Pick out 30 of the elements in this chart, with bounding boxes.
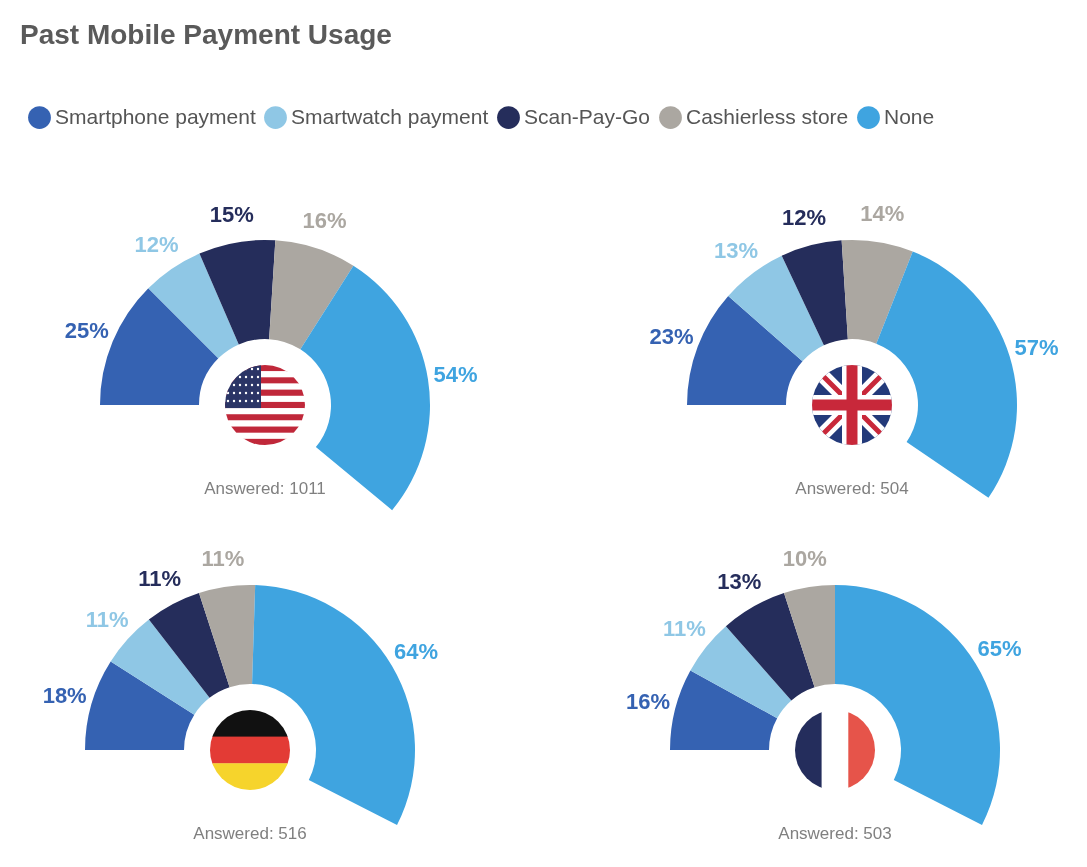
data-label: 12% — [781, 205, 827, 231]
data-label: 11% — [138, 566, 182, 592]
data-label: 10% — [782, 546, 827, 572]
chart-title: Past Mobile Payment Usage — [20, 19, 392, 50]
data-label: 16% — [626, 689, 671, 714]
data-label: 57% — [1014, 335, 1059, 361]
data-label: 11% — [662, 616, 706, 642]
data-label: 13% — [717, 569, 762, 595]
data-label: 15% — [209, 201, 254, 227]
data-label: 12% — [134, 232, 179, 258]
data-label: 65% — [977, 636, 1022, 662]
legend-label: Smartwatch payment — [291, 104, 489, 128]
data-label: 11% — [85, 607, 129, 633]
data-label: 14% — [860, 201, 905, 227]
data-label: 25% — [64, 318, 109, 344]
data-label: 64% — [394, 638, 439, 664]
legend-label: None — [884, 104, 935, 128]
legend-label: Scan-Pay-Go — [524, 104, 651, 128]
legend-label: Smartphone payment — [55, 104, 256, 128]
text: Answered: 516 — [193, 824, 307, 843]
data-label: 13% — [714, 237, 759, 263]
text: Answered: 503 — [778, 824, 892, 843]
data-label: 16% — [302, 208, 347, 234]
data-label: 11% — [201, 545, 245, 571]
data-label: 23% — [649, 323, 694, 349]
data-label: 54% — [433, 361, 478, 387]
legend-label: Cashierless store — [686, 104, 849, 128]
text: Answered: 504 — [795, 479, 909, 498]
text: Answered: 1011 — [204, 479, 326, 498]
data-label: 18% — [42, 683, 87, 709]
